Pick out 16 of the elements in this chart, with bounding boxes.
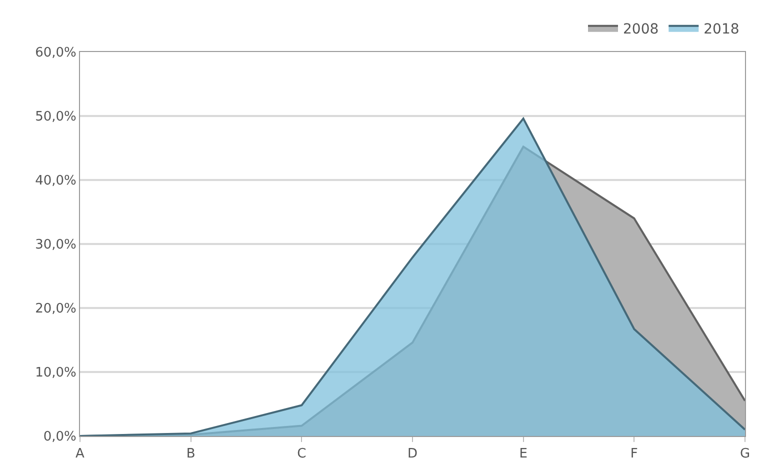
x-tick-label: E (519, 446, 528, 462)
y-tick-label: 60,0% (35, 46, 76, 61)
x-tick-label: D (407, 446, 418, 462)
y-tick-label: 50,0% (35, 110, 76, 125)
legend-label: 2018 (704, 21, 740, 38)
y-tick-label: 20,0% (35, 302, 76, 317)
x-tick-label: A (76, 446, 85, 462)
x-tick-label: C (297, 446, 306, 462)
y-tick-label: 10,0% (35, 366, 76, 381)
y-tick-label: 30,0% (35, 238, 76, 253)
x-tick-label: G (740, 446, 750, 462)
x-tick-label: F (630, 446, 638, 462)
y-tick-label: 40,0% (35, 174, 76, 189)
legend-label: 2008 (623, 21, 659, 38)
x-tick-label: B (186, 446, 196, 462)
y-tick-label: 0,0% (43, 430, 76, 445)
